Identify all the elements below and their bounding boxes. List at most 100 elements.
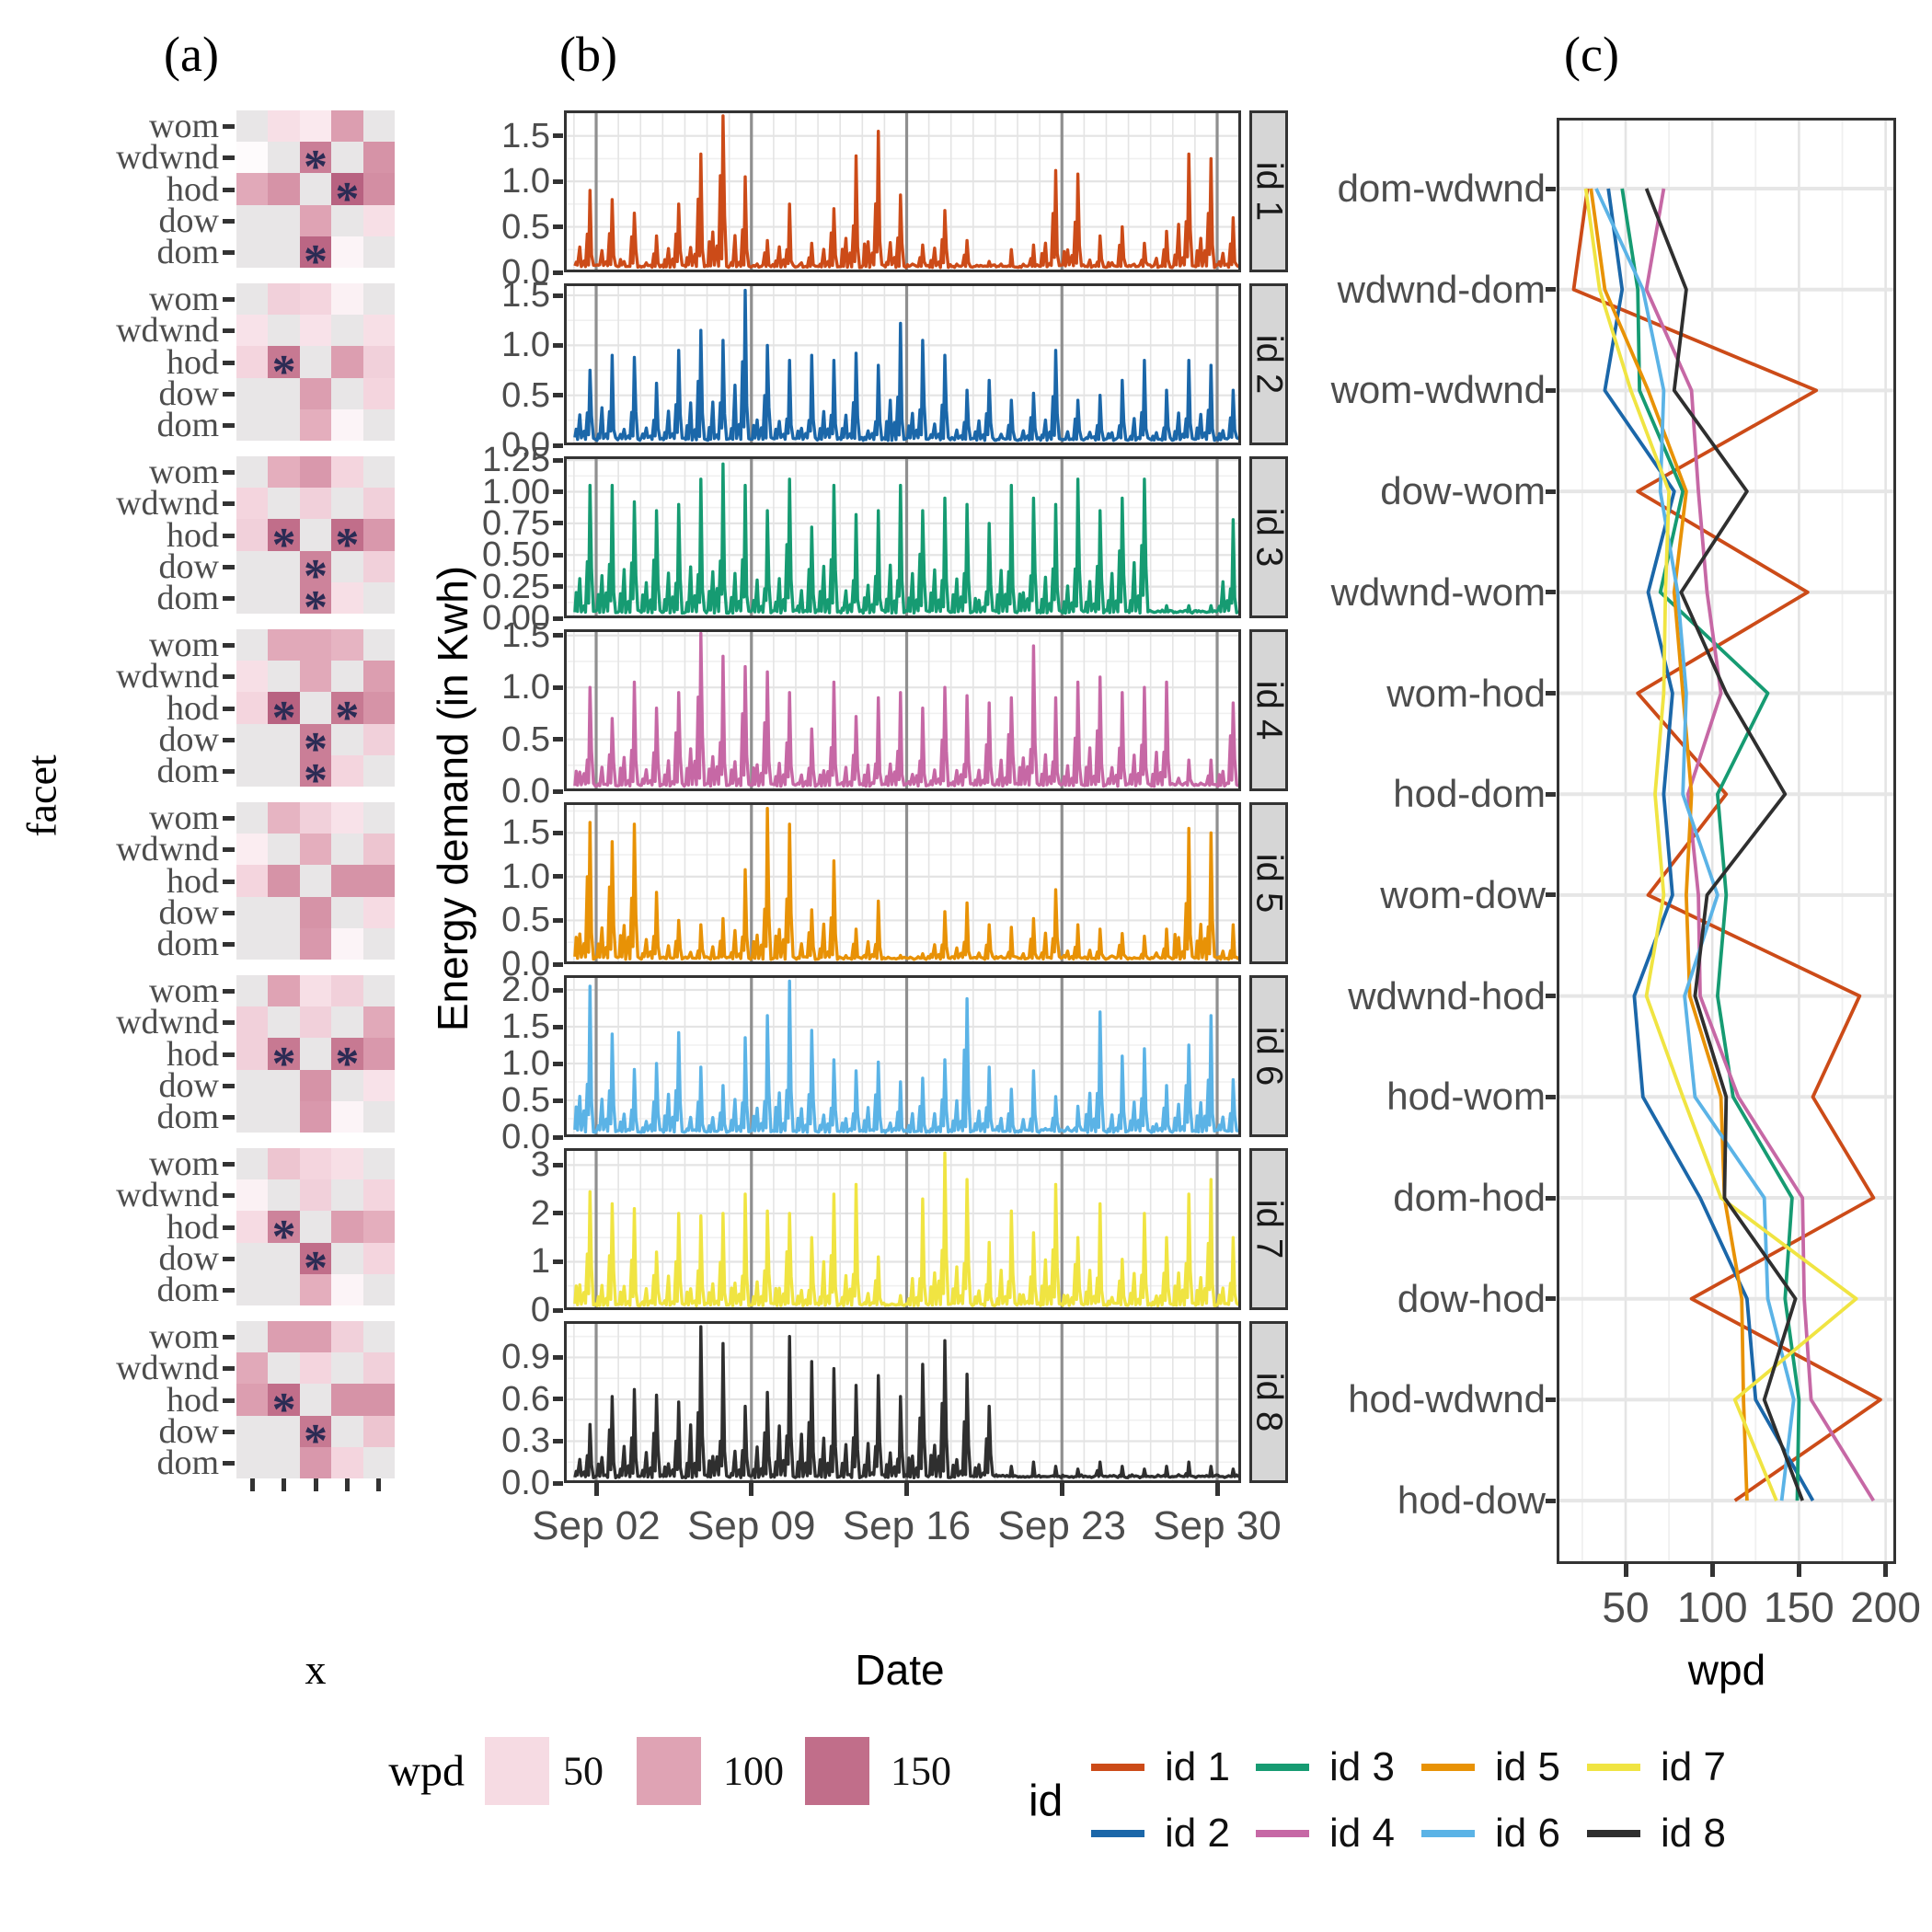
a-heat-cell: [236, 723, 269, 756]
a-heat-cell: [331, 315, 364, 347]
id-legend-label: id 6: [1495, 1811, 1560, 1856]
a-heat-cell: [299, 236, 332, 269]
b-xtick-mark: [593, 1483, 599, 1496]
b-ytick-mark: [553, 133, 563, 139]
a-heat-cell: [331, 204, 364, 237]
a-row-label: wdwnd: [116, 830, 219, 869]
a-heat-cell: [331, 550, 364, 583]
b-ytick-mark: [553, 521, 563, 526]
a-row-tick: [223, 501, 235, 507]
b-ytick-mark: [553, 1354, 563, 1360]
a-heat-cell: [331, 802, 364, 834]
a-heat-cell: [362, 110, 396, 143]
a-heat-cell: [299, 550, 332, 583]
a-significance-star: *: [335, 691, 360, 744]
a-row-label: dow: [158, 1411, 219, 1451]
a-heat-cell: [268, 661, 301, 693]
a-row-label: dom: [156, 751, 219, 790]
c-category-label: wdwnd-hod: [1348, 973, 1546, 1018]
id-legend-label: id 8: [1661, 1811, 1726, 1856]
b-ytick-mark: [553, 584, 563, 590]
b-ytick-label: 0.0: [501, 426, 550, 465]
a-heat-cell: [268, 408, 301, 442]
a-heat-cell: [299, 1273, 332, 1306]
a-row-label: hod: [167, 1380, 219, 1420]
c-xtick-mark: [1623, 1564, 1628, 1577]
a-row-label: dom: [156, 232, 219, 271]
a-heat-cell: [236, 754, 269, 788]
a-heat-cell: [268, 519, 301, 552]
a-significance-star: *: [304, 581, 328, 635]
a-heat-cell: [362, 408, 396, 442]
b-ytick-mark: [553, 224, 563, 230]
a-heat-cell: [362, 896, 396, 929]
a-heat-cell: [331, 865, 364, 898]
b-ytick-label: 2: [530, 1193, 550, 1233]
a-heat-cell: [362, 754, 396, 788]
b-ytick-label: 2.0: [501, 971, 550, 1009]
a-heat-cell: [236, 283, 269, 316]
b-ytick-label: 0.50: [482, 535, 550, 575]
a-heat-cell: [362, 692, 396, 725]
c-ytick-mark: [1546, 994, 1556, 999]
a-row-tick: [223, 595, 235, 601]
c-ytick-mark: [1546, 489, 1556, 494]
b-series-line: [573, 631, 1240, 788]
a-row-tick: [223, 1429, 235, 1434]
a-heat-cell: [236, 692, 269, 725]
c-ytick-mark: [1546, 186, 1556, 191]
a-row-label: dow: [158, 1065, 219, 1105]
b-ytick-mark: [553, 917, 563, 923]
b-ytick-label: 0.5: [501, 375, 550, 415]
b-ytick-mark: [553, 1024, 563, 1029]
a-row-label: dom: [156, 578, 219, 617]
a-col-tick: [376, 1478, 382, 1491]
a-heat-cell: [299, 315, 332, 347]
a-row-tick: [223, 1225, 235, 1230]
a-heat-cell: [236, 550, 269, 583]
a-heat-cell: [299, 865, 332, 898]
a-heat-cell: [362, 1038, 396, 1071]
a-row-tick: [223, 816, 235, 822]
b-xtick-mark: [1214, 1483, 1220, 1496]
a-heat-cell: [268, 802, 301, 834]
b-xtick-label: Sep 02: [532, 1503, 661, 1548]
a-heat-cell: [362, 802, 396, 834]
b-facet-plot: [564, 802, 1241, 964]
b-ytick-label: 1.5: [501, 615, 550, 655]
b-ytick-mark: [553, 788, 563, 794]
a-row-label: wdwnd: [116, 1176, 219, 1215]
a-row-tick: [223, 1020, 235, 1026]
a-heat-cell: [331, 692, 364, 725]
a-heat-cell: [236, 1242, 269, 1275]
a-row-label: wdwnd: [116, 1349, 219, 1388]
a-row-label: wdwnd: [116, 657, 219, 696]
a-heat-cell: [268, 1384, 301, 1417]
b-ytick-label: 0.5: [501, 901, 550, 940]
a-heat-cell: [236, 1038, 269, 1071]
a-row-tick: [223, 989, 235, 995]
a-row-tick: [223, 155, 235, 161]
a-row-label: dow: [158, 201, 219, 240]
c-ytick-mark: [1546, 590, 1556, 595]
a-heat-cell: [268, 488, 301, 520]
c-xtick-label: 100: [1676, 1583, 1748, 1631]
a-heat-cell: [362, 1352, 396, 1385]
a-heat-cell: [236, 346, 269, 379]
a-heat-cell: [299, 661, 332, 693]
a-heat-cell: [362, 1211, 396, 1244]
c-ytick-mark: [1546, 387, 1556, 393]
a-heat-cell: [268, 1352, 301, 1385]
a-heat-cell: [236, 377, 269, 410]
a-row-tick: [223, 737, 235, 742]
b-ytick-label: 0.0: [501, 772, 550, 811]
a-heat-cell: [362, 834, 396, 866]
c-series-line: [1644, 188, 1876, 1502]
a-heat-cell: [331, 456, 364, 489]
a-significance-star: *: [271, 345, 296, 398]
b-facet-plot: [564, 629, 1241, 791]
b-ytick-mark: [553, 178, 563, 184]
a-heat-cell: [331, 1446, 364, 1479]
b-facet-plot: [564, 1321, 1241, 1483]
c-category-label: wdwnd-wom: [1330, 569, 1546, 614]
